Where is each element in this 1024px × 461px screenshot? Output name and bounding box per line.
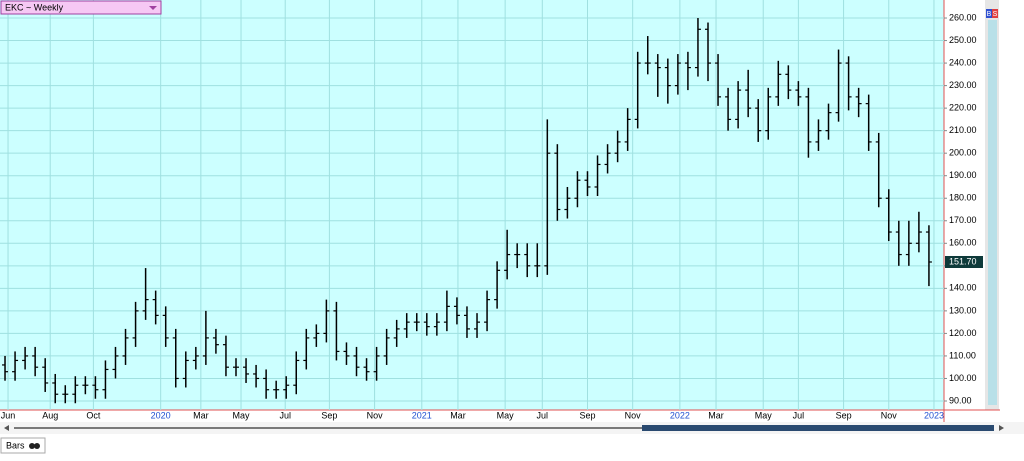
y-tick-label: 120.00 [949, 328, 977, 338]
y-tick-label: 140.00 [949, 283, 977, 293]
y-tick-label: 250.00 [949, 35, 977, 45]
x-tick-label: Nov [625, 410, 642, 420]
x-tick-label: Sep [836, 410, 852, 420]
scroll-right[interactable] [999, 425, 1004, 431]
tab-icon [34, 443, 40, 449]
y-tick-label: 180.00 [949, 193, 977, 203]
last-price-box [945, 255, 983, 268]
bars [2, 18, 932, 404]
x-tick-label: May [755, 410, 773, 420]
x-tick-label: Nov [367, 410, 384, 420]
y-tick-label: 100.00 [949, 373, 977, 383]
y-tick-label: 110.00 [949, 350, 976, 360]
x-tick-label: Oct [86, 410, 101, 420]
button-label: B [987, 11, 992, 18]
x-tick-label: May [497, 410, 515, 420]
x-tick-label: 2020 [151, 410, 171, 420]
x-tick-label: 2021 [412, 410, 432, 420]
y-tick-label: 200.00 [949, 148, 977, 158]
y-tick-label: 90.00 [949, 395, 972, 405]
panel-tab[interactable] [0, 437, 46, 454]
scroll-left[interactable] [4, 425, 9, 431]
y-tick-label: 130.00 [949, 305, 977, 315]
x-tick-label: Sep [579, 410, 595, 420]
y-tick-label: 240.00 [949, 57, 977, 67]
last-price-label: 151.70 [949, 256, 977, 266]
x-tick-label: May [233, 410, 251, 420]
plot-area [0, 0, 944, 410]
scroll-thumb[interactable] [642, 425, 994, 431]
button-label: S [993, 11, 998, 18]
axes: 90.00100.00110.00120.00130.00140.00150.0… [1, 12, 983, 420]
x-tick-label: 2022 [670, 410, 690, 420]
y-tick-label: 230.00 [949, 80, 977, 90]
sell-button[interactable] [992, 9, 998, 18]
buy-button[interactable] [986, 9, 992, 18]
y-tick-label: 160.00 [949, 238, 977, 248]
y-tick-label: 260.00 [949, 12, 977, 22]
grid [0, 0, 944, 410]
price-axis [944, 0, 985, 410]
x-tick-label: Jul [537, 410, 549, 420]
y-tick-label: 210.00 [949, 125, 977, 135]
panel-label: Bars [6, 440, 25, 450]
x-tick-label: Mar [708, 410, 724, 420]
y-tick-label: 220.00 [949, 103, 977, 113]
title-box[interactable] [0, 0, 162, 15]
side-bar [988, 20, 997, 405]
x-tick-label: Nov [881, 410, 898, 420]
tab-icon [29, 443, 35, 449]
dropdown-arrow[interactable] [149, 6, 157, 10]
y-tick-label: 170.00 [949, 215, 977, 225]
x-tick-label: Jul [793, 410, 805, 420]
x-tick-label: Jun [1, 410, 16, 420]
x-tick-label: Sep [321, 410, 337, 420]
x-tick-label: Jul [279, 410, 291, 420]
x-tick-label: Mar [193, 410, 209, 420]
x-tick-label: Mar [450, 410, 466, 420]
y-tick-label: 190.00 [949, 170, 977, 180]
x-tick-label: Aug [42, 410, 58, 420]
chart-title: EKC ~ Weekly [5, 2, 64, 12]
x-tick-label: 2023 [924, 410, 944, 420]
